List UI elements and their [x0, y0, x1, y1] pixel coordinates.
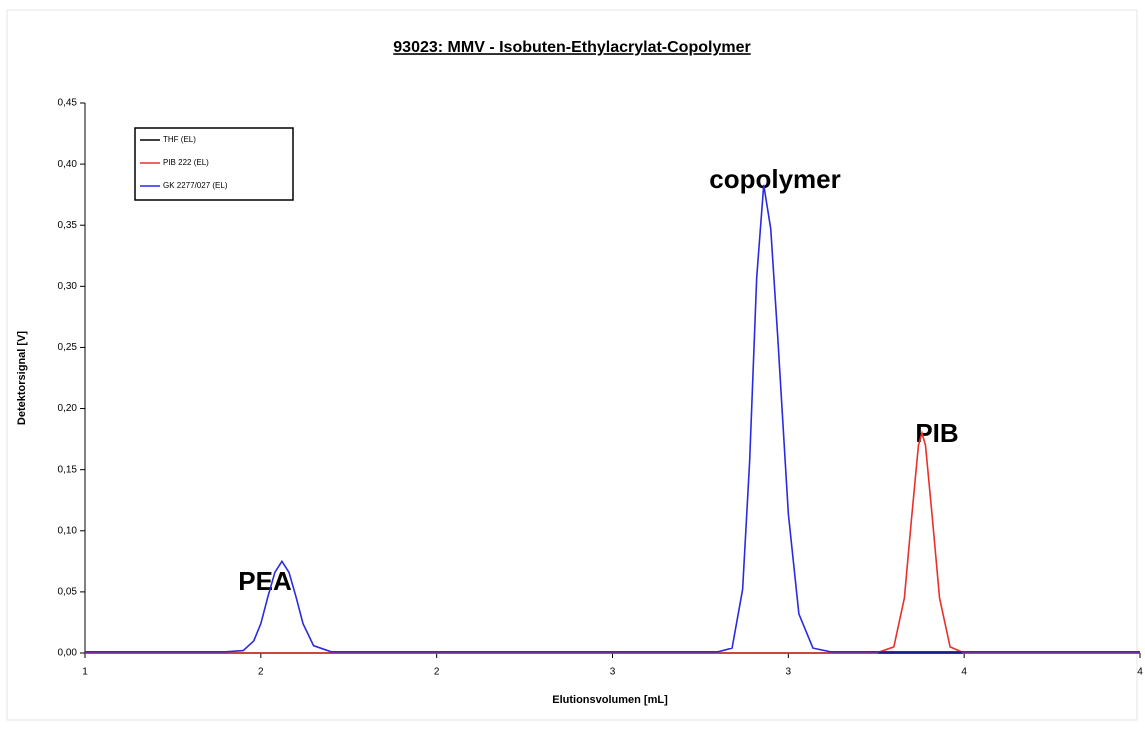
legend [134, 127, 294, 201]
chart-title: 93023: MMV - Isobuten-Ethylacrylat-Copol… [393, 39, 750, 56]
x-tick-label: 3 [786, 667, 792, 678]
y-tick-label: 0,25 [58, 342, 78, 353]
y-tick-label: 0,10 [58, 525, 78, 536]
x-tick-label: 2 [258, 667, 264, 678]
x-tick-label: 3 [610, 667, 616, 678]
series-line [85, 184, 1140, 653]
legend-label: PIB 222 (EL) [163, 158, 209, 167]
x-tick-label: 1 [82, 667, 88, 678]
y-tick-label: 0,30 [58, 281, 78, 292]
legend-label: GK 2277/027 (EL) [163, 181, 228, 190]
y-tick-label: 0,05 [58, 587, 78, 598]
y-tick-label: 0,40 [58, 159, 78, 170]
legend-label: THF (EL) [163, 135, 196, 144]
chart-frame [6, 9, 1138, 721]
series-line [85, 430, 1140, 654]
y-tick-label: 0,20 [58, 403, 78, 414]
x-tick-label: 4 [961, 667, 967, 678]
y-tick-label: 0,15 [58, 464, 78, 475]
x-tick-label: 4 [1137, 667, 1143, 678]
x-axis-label: Elutionsvolumen [mL] [552, 694, 668, 706]
y-axis-label: Detektorsignal [V] [16, 331, 28, 425]
annotation: copolymer [709, 164, 841, 194]
annotation: PEA [238, 566, 292, 596]
x-tick-label: 2 [434, 667, 440, 678]
y-tick-label: 0,35 [58, 220, 78, 231]
y-tick-label: 0,45 [58, 98, 78, 109]
y-tick-label: 0,00 [58, 648, 78, 659]
